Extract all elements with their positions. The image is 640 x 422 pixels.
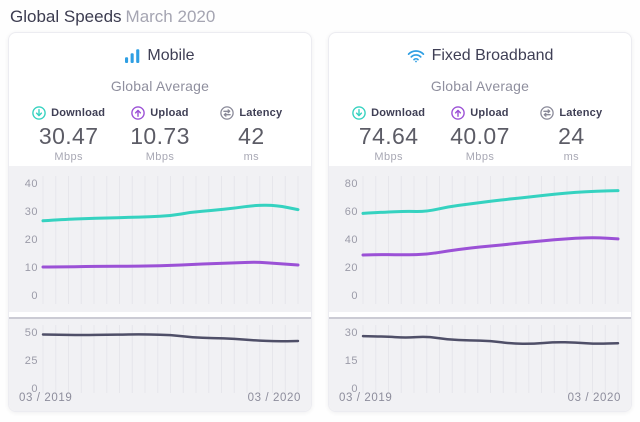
metric-value: 74.64 [358,123,419,149]
x-axis-labels: 03 / 2019 03 / 2020 [19,392,301,404]
x-axis-label-end: 03 / 2020 [567,392,621,404]
metric-unit: Mbps [54,151,83,163]
metric-upload: Upload 10.73 Mbps [114,106,205,163]
mobile-speeds-chart: 40 30 20 10 0 [25,176,300,304]
metric-unit: ms [243,151,260,163]
metric-label-row: Upload [434,106,525,120]
metric-label-row: Download [23,106,114,120]
metric-value: 40.07 [450,123,510,149]
metric-label: Latency [559,107,603,119]
chart-divider [329,312,631,319]
svg-text:25: 25 [25,355,38,367]
svg-text:50: 50 [25,327,38,339]
metrics-row: Download 30.47 Mbps Upload 10.73 Mbps [9,106,311,163]
metric-latency: Latency 24 ms [526,106,617,163]
metric-label: Latency [239,107,283,119]
upload-circle-icon [451,106,466,120]
fixed-speeds-chart: 80 60 40 20 0 [345,176,620,304]
fixed-latency-chart: 30 15 0 [345,325,620,395]
mobile-card-title: Mobile [9,47,311,65]
fixed-broadband-card-title: Fixed Broadband [329,47,631,65]
fixed-broadband-card-header: Fixed Broadband Global Average Download … [329,33,631,166]
metric-label: Upload [150,107,189,119]
metric-label-row: Download [343,106,434,120]
svg-text:30: 30 [345,327,358,339]
metric-label-row: Upload [114,106,205,120]
metric-download: Download 30.47 Mbps [23,106,114,163]
metric-value: 42 [238,123,265,149]
svg-text:80: 80 [345,178,358,190]
mobile-latency-chart: 50 25 0 [25,325,300,395]
metric-label-row: Latency [526,106,617,120]
metric-download: Download 74.64 Mbps [343,106,434,163]
metric-unit: Mbps [374,151,403,163]
mobile-latency-chart-area: 50 25 0 03 / 2019 03 / 2020 [9,319,311,411]
metric-label: Download [371,107,426,119]
page-title: Global Speeds [10,7,122,26]
latency-circle-icon [540,106,555,120]
metric-upload: Upload 40.07 Mbps [434,106,525,163]
svg-text:60: 60 [345,206,358,218]
metric-value: 24 [558,123,585,149]
metric-label: Upload [470,107,509,119]
metric-label-row: Latency [206,106,297,120]
metric-unit: Mbps [465,151,495,163]
download-circle-icon [352,106,366,120]
svg-text:0: 0 [31,290,38,302]
svg-text:0: 0 [351,383,358,395]
x-axis-label-end: 03 / 2020 [247,392,301,404]
metrics-row: Download 74.64 Mbps Upload 40.07 Mbps [329,106,631,163]
svg-text:15: 15 [345,355,358,367]
mobile-card: Mobile Global Average Download 30.47 Mbp… [8,32,312,412]
metric-value: 10.73 [130,123,190,149]
svg-text:0: 0 [351,290,358,302]
svg-text:20: 20 [345,262,358,274]
svg-text:40: 40 [25,178,38,190]
x-axis-labels: 03 / 2019 03 / 2020 [339,392,621,404]
metric-value: 30.47 [38,123,99,149]
latency-circle-icon [220,106,235,120]
download-circle-icon [32,106,46,120]
svg-text:20: 20 [25,234,38,246]
upload-circle-icon [131,106,146,120]
card-title-label: Mobile [147,47,195,64]
svg-text:0: 0 [31,383,38,395]
fixed-broadband-card: Fixed Broadband Global Average Download … [328,32,632,412]
x-axis-label-start: 03 / 2019 [19,392,73,404]
svg-text:40: 40 [345,234,358,246]
chart-divider [9,312,311,319]
fixed-speeds-chart-area: 80 60 40 20 0 [329,166,631,312]
wifi-icon [407,49,425,63]
svg-text:10: 10 [25,262,38,274]
global-average-label: Global Average [110,78,210,94]
metric-label: Download [51,107,106,119]
cards-row: Mobile Global Average Download 30.47 Mbp… [0,32,640,412]
svg-text:30: 30 [25,206,38,218]
page-subtitle: March 2020 [125,7,216,26]
metric-latency: Latency 42 ms [206,106,297,163]
mobile-signal-bars-icon [125,49,140,63]
fixed-latency-chart-area: 30 15 0 03 / 2019 03 / 2020 [329,319,631,411]
metric-unit: ms [563,151,580,163]
global-average-label: Global Average [430,78,530,94]
x-axis-label-start: 03 / 2019 [339,392,393,404]
mobile-card-header: Mobile Global Average Download 30.47 Mbp… [9,33,311,166]
metric-unit: Mbps [145,151,175,163]
page-header: Global Speeds March 2020 [0,0,640,30]
card-title-label: Fixed Broadband [431,47,554,64]
mobile-speeds-chart-area: 40 30 20 10 0 [9,166,311,312]
